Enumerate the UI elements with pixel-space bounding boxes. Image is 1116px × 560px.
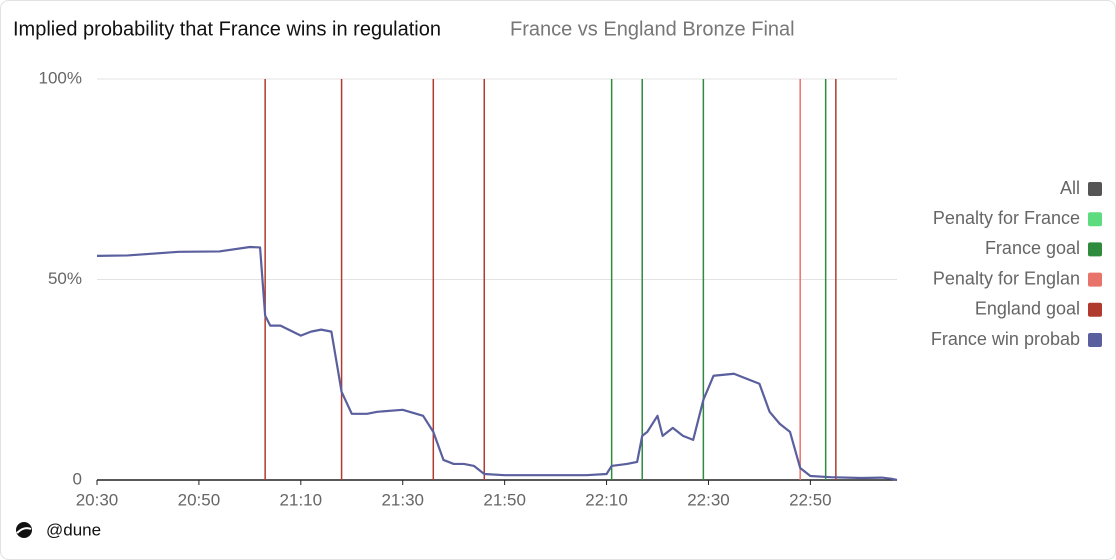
x-tick-label: 22:50	[789, 490, 832, 509]
x-tick-label: 22:30	[687, 490, 730, 509]
logo	[16, 522, 32, 538]
x-tick-label: 21:10	[280, 490, 323, 509]
logo-mark	[16, 527, 32, 534]
legend-label: Penalty for Englan	[933, 268, 1080, 288]
legend-swatch	[1088, 242, 1102, 257]
legend-label: All	[1060, 178, 1080, 198]
x-tick-label: 20:30	[76, 490, 119, 509]
chart-subtitle: France vs England Bronze Final	[510, 18, 795, 40]
x-tick-label: 20:50	[178, 490, 221, 509]
x-tick-label: 21:50	[483, 490, 526, 509]
y-tick-label: 50%	[48, 269, 82, 288]
footer: @dune	[46, 520, 101, 539]
legend-swatch	[1088, 182, 1102, 196]
chart-title: Implied probability that France wins in …	[13, 18, 441, 40]
legend-swatch	[1088, 212, 1102, 227]
y-tick-label: 0	[73, 469, 82, 488]
y-tick-label: 100%	[39, 68, 82, 87]
legend-label: Penalty for France	[933, 208, 1080, 228]
legend-label: France win probab	[931, 329, 1080, 349]
legend-label: England goal	[975, 299, 1080, 319]
probability-line	[96, 245, 898, 482]
x-tick-label: 22:10	[585, 490, 628, 509]
legend-swatch	[1088, 333, 1102, 347]
legend-swatch	[1088, 272, 1102, 287]
legend-label: France goal	[985, 238, 1080, 258]
x-tick-label: 21:30	[381, 490, 424, 509]
legend-swatch	[1088, 302, 1102, 317]
